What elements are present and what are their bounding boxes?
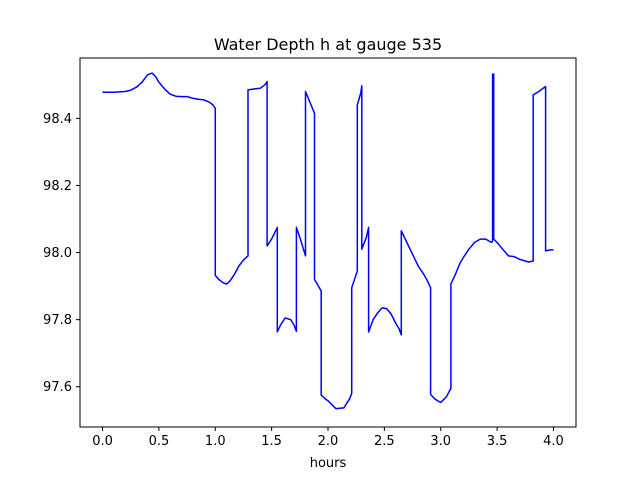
y-tick-label: 98.2: [43, 179, 72, 194]
x-tick-label: 3.0: [430, 434, 451, 449]
y-tick-label: 97.8: [43, 313, 72, 328]
x-axis-label: hours: [310, 456, 347, 471]
x-tick-label: 1.0: [205, 434, 226, 449]
y-tick-label: 98.0: [43, 246, 72, 261]
x-tick-label: 0.0: [92, 434, 113, 449]
x-tick-label: 3.5: [487, 434, 508, 449]
x-tick-label: 4.0: [543, 434, 564, 449]
y-tick-label: 97.6: [43, 380, 72, 395]
chart-title: Water Depth h at gauge 535: [214, 35, 442, 54]
x-tick-label: 2.0: [318, 434, 339, 449]
series-line: [102, 72, 554, 410]
x-tick-label: 0.5: [149, 434, 170, 449]
x-tick-label: 1.5: [261, 434, 282, 449]
y-axis: 97.6 97.8 98.0 98.2 98.4: [43, 112, 80, 395]
x-axis: 0.0 0.5 1.0 1.5 2.0 2.5 3.0 3.5 4.0: [92, 427, 564, 449]
x-tick-label: 2.5: [374, 434, 395, 449]
y-tick-label: 98.4: [43, 112, 72, 127]
